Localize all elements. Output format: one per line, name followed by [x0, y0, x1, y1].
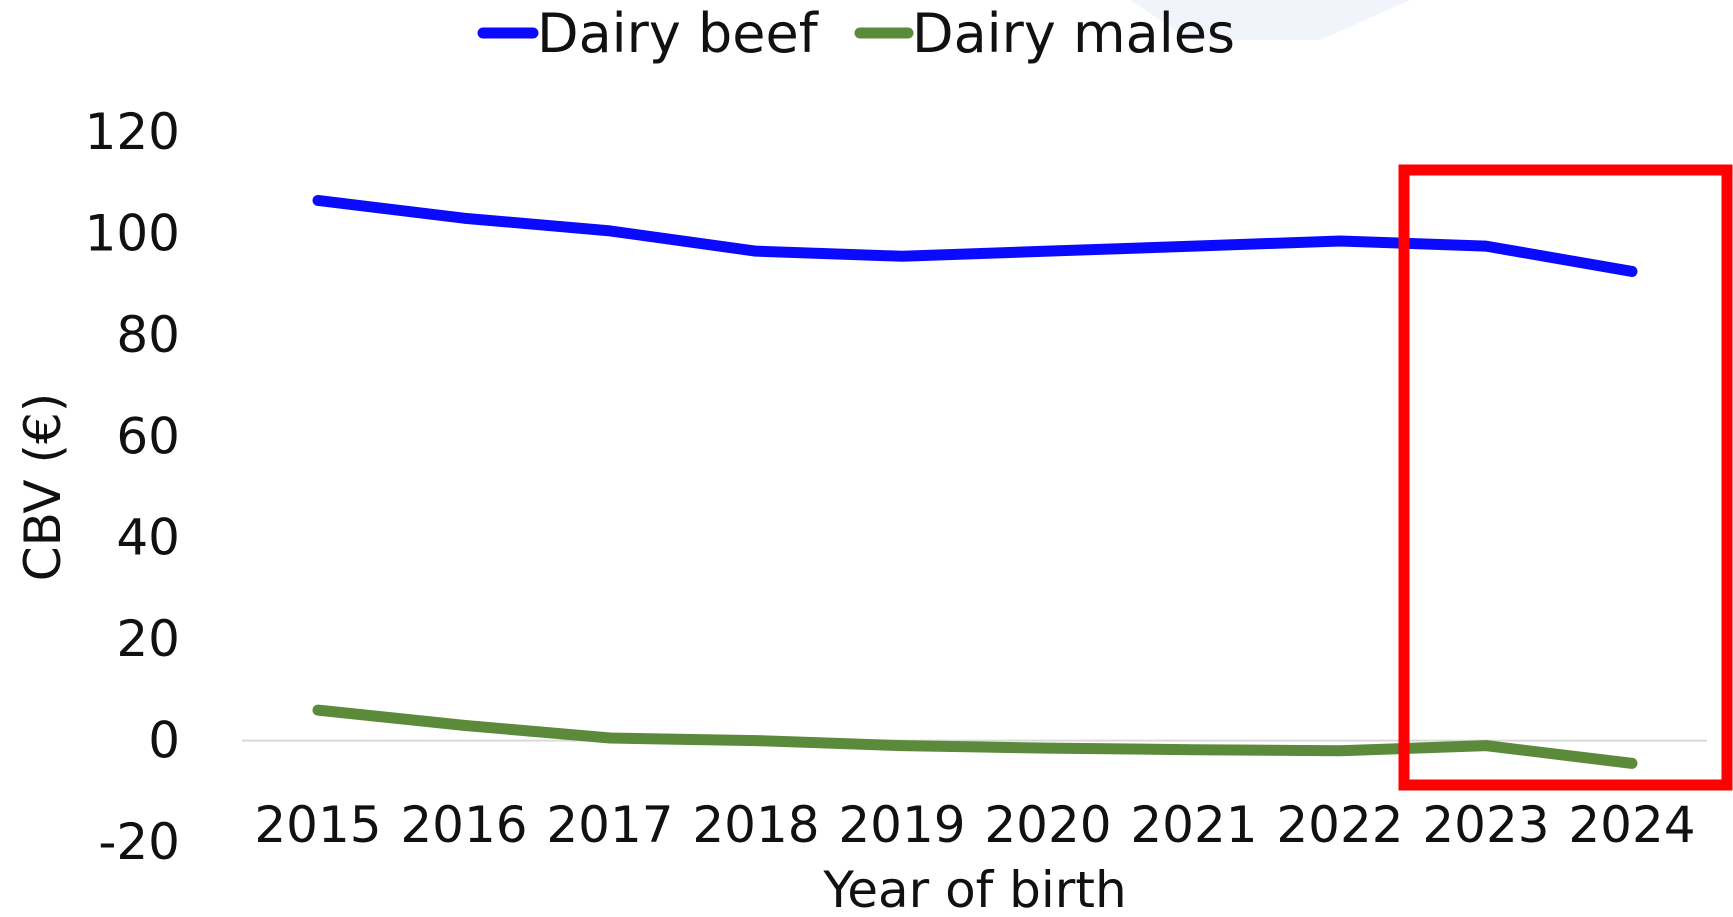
y-tick-label: 0: [148, 712, 180, 770]
y-tick-label: 80: [116, 306, 180, 364]
legend-label-dairy-beef: Dairy beef: [537, 2, 820, 65]
x-tick-label: 2017: [546, 796, 673, 854]
x-tick-label: 2016: [400, 796, 527, 854]
background-shape: [1130, 0, 1410, 40]
x-tick-label: 2024: [1568, 796, 1695, 854]
legend: Dairy beef Dairy males: [477, 2, 1235, 65]
y-tick-label: 120: [85, 103, 180, 161]
y-tick-label: 100: [85, 204, 180, 262]
y-tick-label: 40: [116, 509, 180, 567]
x-tick-label: 2020: [984, 796, 1111, 854]
y-axis-title: CBV (€): [14, 393, 72, 582]
x-tick-label: 2022: [1276, 796, 1403, 854]
legend-label-dairy-males: Dairy males: [912, 2, 1235, 65]
x-tick-label: 2021: [1130, 796, 1257, 854]
x-tick-label: 2015: [254, 796, 381, 854]
series-line-dairy-beef: [312, 194, 1638, 277]
series-lines: [312, 194, 1638, 769]
y-tick-label: -20: [98, 813, 180, 871]
x-axis-title: Year of birth: [822, 861, 1126, 917]
x-axis-ticks: 2015 2016 2017 2018 2019 2020 2021 2022 2023 2024: [254, 796, 1695, 854]
y-tick-label: 20: [116, 610, 180, 668]
series-line-dairy-males: [312, 704, 1638, 769]
x-tick-label: 2023: [1422, 796, 1549, 854]
y-tick-label: 60: [116, 407, 180, 465]
x-tick-label: 2018: [692, 796, 819, 854]
highlight-box: [1398, 164, 1733, 791]
y-axis-ticks: 120 100 80 60 40 20 0 -20: [85, 103, 180, 871]
x-tick-label: 2019: [838, 796, 965, 854]
